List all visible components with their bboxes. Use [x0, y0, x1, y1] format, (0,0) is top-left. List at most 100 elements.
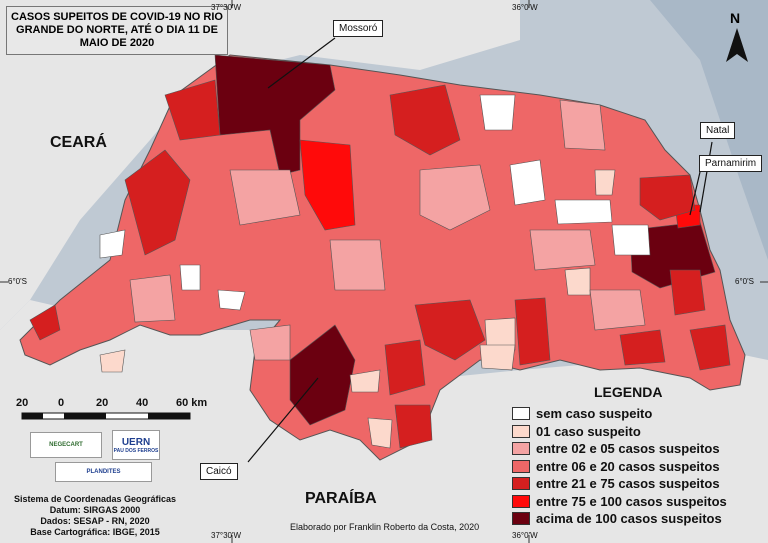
- ceara-land: [0, 0, 520, 330]
- municipality-high-11: [689, 324, 731, 371]
- metadata-line: Datum: SIRGAS 2000: [49, 505, 141, 515]
- legend-title: LEGENDA: [594, 384, 663, 400]
- legend-swatch: [512, 442, 530, 456]
- scale-label: 0: [58, 397, 65, 409]
- callout-caico: Caicó: [200, 463, 238, 480]
- municipality-high-3: [124, 149, 191, 256]
- coord-bottom-left: 37°30'W: [211, 531, 242, 540]
- municipality-mossoro: [214, 54, 336, 176]
- legend-label: sem caso suspeito: [536, 406, 653, 422]
- municipality-low-8: [589, 289, 646, 331]
- legend-item-4: entre 21 e 75 casos suspeitos: [512, 475, 727, 493]
- municipality-high-10: [669, 269, 706, 316]
- legend: sem caso suspeito 01 caso suspeito entre…: [512, 405, 727, 528]
- municipality-high-2: [164, 79, 221, 141]
- scale-label: 60 km: [176, 397, 208, 409]
- north-arrow-label: N: [730, 10, 741, 26]
- legend-item-6: acima de 100 casos suspeitos: [512, 510, 727, 528]
- legend-label: entre 02 e 05 casos suspeitos: [536, 441, 720, 457]
- legend-swatch: [512, 407, 530, 421]
- leader-parnamirim: [689, 171, 701, 216]
- coord-top-left: 37°30'W: [211, 3, 242, 12]
- logo-uern-title: UERN: [121, 436, 151, 448]
- coord-top-right: 36°0'W: [512, 3, 538, 12]
- municipality-one-2: [484, 317, 516, 353]
- legend-swatch: [512, 424, 530, 438]
- municipality-zero-5: [179, 264, 201, 291]
- leader-caico: [247, 377, 319, 463]
- state-label-paraiba: PARAÍBA: [305, 490, 377, 507]
- municipality-high-8: [514, 297, 551, 366]
- legend-swatch: [512, 494, 530, 508]
- municipality-one-4: [349, 369, 381, 393]
- callout-parnamirim: Parnamirim: [699, 155, 763, 172]
- municipality-low-5: [249, 324, 291, 361]
- municipality-one-3: [479, 344, 516, 371]
- municipality-zero-4: [611, 224, 651, 256]
- leader-mossoro: [267, 37, 336, 89]
- scale-segment: [64, 413, 106, 419]
- scale-label: 20: [96, 397, 109, 409]
- map-metadata: Sistema de Coordenadas Geográficas Datum…: [10, 494, 180, 538]
- scale-segment: [22, 413, 43, 419]
- leader-natal: [699, 141, 713, 213]
- logo-plandites: PLANDITES: [55, 462, 152, 482]
- coord-bottom-right: 36°0'W: [512, 531, 538, 540]
- coord-left: 6°0'S: [8, 277, 27, 286]
- scale-label: 20: [16, 397, 29, 409]
- map-title: CASOS SUPEITOS DE COVID-19 NO RIO GRANDE…: [6, 6, 228, 55]
- municipality-low-2: [229, 169, 301, 226]
- municipality-low-4: [559, 99, 606, 151]
- municipality-zero-2: [509, 159, 546, 206]
- legend-item-5: entre 75 e 100 casos suspeitos: [512, 493, 727, 511]
- municipality-one-6: [564, 267, 591, 296]
- municipality-high-1: [639, 174, 696, 221]
- coord-right: 6°0'S: [735, 277, 754, 286]
- north-arrow-icon: [726, 28, 748, 62]
- legend-item-1: 01 caso suspeito: [512, 423, 727, 441]
- municipality-zero-7: [217, 289, 246, 311]
- state-label-ceara: CEARÁ: [50, 134, 107, 151]
- legend-label: entre 21 e 75 casos suspeitos: [536, 476, 720, 492]
- municipality-high-4: [389, 84, 461, 156]
- legend-swatch: [512, 477, 530, 491]
- municipality-high-5: [414, 299, 486, 361]
- metadata-line: Base Cartográfica: IBGE, 2015: [30, 527, 160, 537]
- municipality-low-3: [529, 229, 596, 271]
- logo-uern: UERN PAU DOS FERROS: [112, 430, 160, 460]
- municipality-high-9: [619, 329, 666, 366]
- municipality-red-75-100: [299, 139, 356, 231]
- scale-labels: 20 0 20 40 60 km: [0, 397, 240, 411]
- legend-label: 01 caso suspeito: [536, 423, 641, 439]
- legend-item-2: entre 02 e 05 casos suspeitos: [512, 440, 727, 458]
- municipality-zero-3: [554, 199, 613, 225]
- logo-uern-sub: PAU DOS FERROS: [113, 447, 159, 454]
- legend-label: acima de 100 casos suspeitos: [536, 511, 722, 527]
- municipality-zero-1: [479, 94, 516, 131]
- author-credit: Elaborado por Franklin Roberto da Costa,…: [290, 522, 480, 532]
- metadata-line: Dados: SESAP - RN, 2020: [40, 516, 150, 526]
- municipality-high-12: [29, 304, 61, 341]
- municipality-low-1: [419, 164, 491, 231]
- metadata-line: Sistema de Coordenadas Geográficas: [13, 494, 177, 504]
- legend-swatch: [512, 459, 530, 473]
- callout-mossoro: Mossoró: [333, 20, 384, 37]
- legend-swatch: [512, 512, 530, 526]
- legend-item-0: sem caso suspeito: [512, 405, 727, 423]
- logo-negecart: NEGECART: [30, 432, 102, 458]
- legend-label: entre 06 e 20 casos suspeitos: [536, 458, 720, 474]
- deep-sea: [650, 0, 768, 260]
- municipality-low-6: [329, 239, 386, 291]
- scale-segment: [148, 413, 190, 419]
- rio-grande-do-norte: [19, 54, 746, 461]
- legend-label: entre 75 e 100 casos suspeitos: [536, 493, 727, 509]
- municipality-one-5: [367, 417, 393, 449]
- municipality-caico: [289, 324, 356, 426]
- municipality-one-1: [594, 169, 616, 196]
- municipality-one-7: [99, 349, 126, 373]
- callout-natal: Natal: [700, 122, 736, 139]
- scale-label: 40: [136, 397, 149, 409]
- legend-item-3: entre 06 e 20 casos suspeitos: [512, 458, 727, 476]
